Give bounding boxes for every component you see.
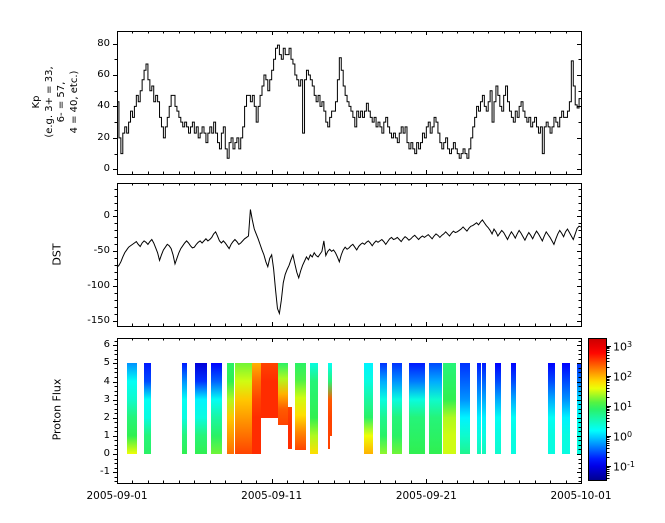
dst-ytick-label: 0 xyxy=(65,210,110,222)
colorbar-exponent: 2 xyxy=(627,370,632,379)
proton-ytick-label: 2 xyxy=(65,412,110,424)
proton-ytick-label: -1 xyxy=(65,466,110,478)
x-tick-label: 2005-09-01 xyxy=(72,490,162,502)
x-tick-label: 2005-10-01 xyxy=(536,490,626,502)
proton-ytick-label: 5 xyxy=(65,357,110,369)
kp-ytick-label: 80 xyxy=(65,38,110,50)
colorbar-exponent: 1 xyxy=(627,400,632,409)
space-weather-figure: Kp (e.g. 3+ = 33, 6- = 57, 4 = 40, etc.)… xyxy=(0,0,665,523)
colorbar-tick-label: 10-1 xyxy=(613,459,635,474)
kp-ytick-label: 20 xyxy=(65,132,110,144)
dst-ytick-label: -100 xyxy=(65,280,110,292)
x-tick-label: 2005-09-21 xyxy=(381,490,471,502)
proton-ytick-label: 0 xyxy=(65,448,110,460)
proton-ytick-label: 3 xyxy=(65,394,110,406)
dst-ytick-label: -150 xyxy=(65,315,110,327)
kp-ytick-label: 60 xyxy=(65,69,110,81)
dst-ytick-label: -50 xyxy=(65,245,110,257)
colorbar-tick-label: 103 xyxy=(613,339,632,354)
proton-ytick-label: 1 xyxy=(65,430,110,442)
colorbar-exponent: 0 xyxy=(627,430,632,439)
kp-ytick-label: 0 xyxy=(65,163,110,175)
proton-ytick-label: 6 xyxy=(65,339,110,351)
x-tick-label: 2005-09-11 xyxy=(227,490,317,502)
tick-labels-layer: 0204060800-50-100-150-101234562005-09-01… xyxy=(0,0,665,523)
colorbar-tick-label: 102 xyxy=(613,369,632,384)
colorbar-exponent: -1 xyxy=(627,460,635,469)
colorbar-tick-label: 100 xyxy=(613,429,632,444)
colorbar-tick-label: 101 xyxy=(613,399,632,414)
proton-ytick-label: 4 xyxy=(65,376,110,388)
colorbar-exponent: 3 xyxy=(627,340,632,349)
kp-ytick-label: 40 xyxy=(65,100,110,112)
